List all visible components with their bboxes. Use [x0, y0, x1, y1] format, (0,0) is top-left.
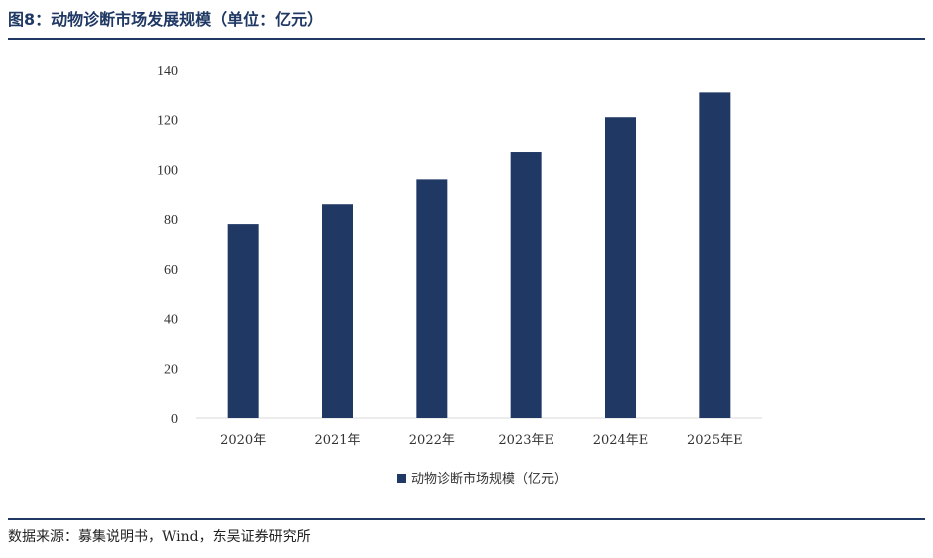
legend: 动物诊断市场规模（亿元） [397, 471, 567, 487]
x-tick-label: 2022年 [409, 433, 455, 448]
bars [227, 92, 731, 418]
bar [416, 179, 448, 418]
y-tick-label: 60 [164, 263, 178, 278]
y-tick-label: 80 [164, 213, 178, 228]
bar [699, 92, 731, 418]
y-tick-label: 140 [157, 64, 178, 79]
y-tick-label: 100 [157, 163, 178, 178]
x-tick-label: 2025年E [687, 433, 743, 448]
x-tick-label: 2020年 [220, 433, 266, 448]
y-tick-label: 120 [157, 114, 178, 129]
source-note: 数据来源：募集说明书，Wind，东吴证券研究所 [8, 529, 311, 545]
x-axis-ticks: 2020年 2021年 2022年 2023年E 2024年E 2025年E [220, 433, 743, 448]
x-tick-label: 2024年E [593, 433, 649, 448]
y-tick-label: 0 [171, 412, 178, 427]
footer-divider [8, 518, 925, 520]
y-tick-label: 40 [164, 313, 178, 328]
x-tick-label: 2023年E [498, 433, 554, 448]
figure-title: 图8：动物诊断市场发展规模（单位：亿元） [8, 10, 324, 29]
x-tick-label: 2021年 [314, 433, 360, 448]
y-tick-label: 20 [164, 362, 178, 377]
bar [605, 117, 636, 418]
y-axis-ticks: 0 20 40 60 80 100 120 140 [157, 64, 178, 427]
bar [227, 224, 259, 418]
legend-swatch [397, 474, 406, 483]
bar [322, 204, 353, 418]
legend-label: 动物诊断市场规模（亿元） [411, 471, 567, 487]
title-divider [8, 38, 925, 40]
bar [510, 152, 542, 418]
bar-chart: 0 20 40 60 80 100 120 140 2020年 2021年 2022年 2023年E… [157, 64, 762, 487]
